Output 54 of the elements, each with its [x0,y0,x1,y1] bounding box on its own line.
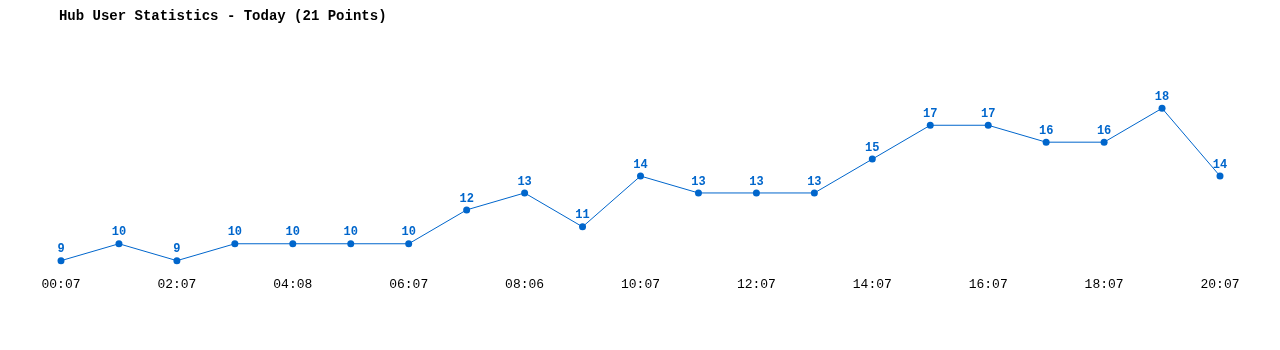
point [173,257,181,265]
point [579,223,587,231]
data-label: 13 [807,174,822,189]
point [1216,172,1224,180]
point [926,121,934,129]
point [752,189,760,197]
data-label: 14 [1212,157,1228,172]
data-label: 16 [1038,123,1054,138]
point [115,240,123,248]
chart-title: Hub User Statistics - Today (21 Points) [58,8,387,25]
x-tick-label: 02:07 [157,277,197,292]
data-label: 10 [285,225,300,240]
data-label: 10 [227,225,243,240]
data-label: 17 [981,106,996,121]
data-label: 17 [923,106,938,121]
point [463,206,471,214]
point [1158,104,1166,112]
x-tick-label: 06:07 [389,277,429,292]
point [984,121,992,129]
data-label: 10 [343,225,358,240]
data-label: 11 [575,208,590,223]
point [405,240,413,248]
data-label: 15 [865,140,880,155]
point [694,189,702,197]
x-tick-label: 08:06 [505,277,545,292]
data-label: 10 [111,225,127,240]
point [810,189,818,197]
data-label: 18 [1154,89,1170,104]
point [57,257,65,265]
x-tick-label: 12:07 [736,277,776,292]
x-tick-label: 14:07 [852,277,892,292]
point [1042,138,1050,146]
point [521,189,529,197]
point [289,240,297,248]
data-label: 16 [1096,123,1112,138]
data-label: 13 [691,174,706,189]
x-tick-label: 18:07 [1084,277,1124,292]
x-tick-label: 16:07 [968,277,1008,292]
point [868,155,876,163]
data-label: 12 [459,191,474,206]
point [347,240,355,248]
x-tick-label: 04:08 [273,277,313,292]
data-label: 13 [517,174,532,189]
x-tick-label: 20:07 [1200,277,1240,292]
point [1100,138,1108,146]
data-label: 13 [749,174,764,189]
data-label: 14 [633,157,648,172]
data-label: 9 [57,242,65,257]
point [637,172,644,180]
point [231,240,239,248]
x-tick-label: 00:07 [41,277,81,292]
data-label: 10 [401,225,416,240]
x-tick-label: 10:07 [620,277,661,292]
data-label: 9 [173,242,181,257]
